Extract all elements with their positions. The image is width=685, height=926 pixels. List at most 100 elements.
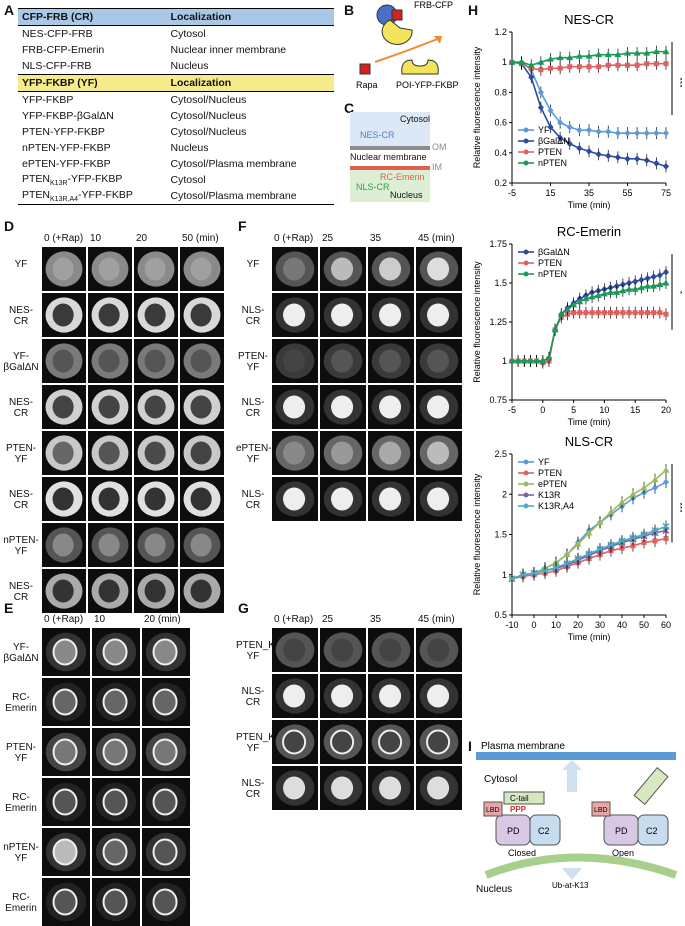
row-label: RC- Emerin <box>5 792 37 814</box>
table-row: YFP-FKBP-βGalΔN Cytosol/Nucleus <box>18 108 334 124</box>
cell-nucleus <box>427 638 450 662</box>
cell-nucleus <box>144 533 166 557</box>
y-tick-label: 1 <box>502 570 507 580</box>
cell-nucleus <box>283 684 306 708</box>
cell-image <box>323 297 363 333</box>
cell-image <box>137 251 175 287</box>
micrograph-cell <box>320 477 366 521</box>
micrograph-cell <box>272 339 318 383</box>
y-tick-label: 1.5 <box>494 530 507 540</box>
y-tick-label: 0.8 <box>494 87 507 97</box>
data-point <box>631 285 639 292</box>
micrograph-cell <box>180 385 224 429</box>
cell-nucleus <box>331 638 354 662</box>
cell-image <box>323 481 363 517</box>
column-time-label: 25 <box>322 614 334 625</box>
legend-marker <box>523 160 529 166</box>
cell-image <box>145 682 187 722</box>
panel-label-g: G <box>238 600 249 616</box>
cell-nucleus <box>379 395 402 419</box>
data-point <box>566 140 573 148</box>
lbd-label: LBD <box>594 807 608 814</box>
table-cell: FRB-CFP-Emerin <box>22 44 105 56</box>
y-tick-label: 2 <box>502 489 507 499</box>
chart-title: RC-Emerin <box>557 224 621 239</box>
data-point <box>595 128 602 136</box>
arrow-shape <box>374 37 441 63</box>
cell-nucleus <box>282 729 307 755</box>
table-cell: YFP-FKBP <box>22 94 74 106</box>
row-label: nPTEN- YF <box>3 842 39 864</box>
om-label: OM <box>432 142 447 152</box>
data-point <box>650 273 657 281</box>
table-cell-text: -YFP-FKBP <box>78 189 133 202</box>
im-line <box>350 166 430 170</box>
cell-nucleus <box>379 257 402 281</box>
data-point <box>566 123 573 131</box>
micrograph-cell <box>42 569 86 613</box>
micrograph-cell <box>320 766 366 810</box>
data-point <box>624 129 631 137</box>
micrograph-cell <box>142 678 190 726</box>
data-point <box>656 281 664 288</box>
data-point <box>585 52 593 59</box>
data-point <box>630 543 636 549</box>
data-point <box>557 310 565 317</box>
data-point <box>533 357 541 364</box>
cell-image <box>183 389 221 425</box>
cell-nucleus <box>144 257 166 281</box>
data-point <box>651 476 659 483</box>
table-row: nPTEN-YFP-FKBP Nucleus <box>18 140 334 156</box>
cell-nucleus <box>190 395 212 419</box>
legend-marker <box>523 138 529 144</box>
micrograph-cell <box>180 569 224 613</box>
table-row: PTEN-YFP-FKBP Cytosol/Nucleus <box>18 124 334 140</box>
micrograph-cell <box>320 293 366 337</box>
cell-image <box>45 251 83 287</box>
cell-nucleus <box>152 888 178 916</box>
cell-nucleus <box>102 688 128 716</box>
cell-image <box>183 435 221 471</box>
data-point <box>541 567 549 575</box>
cell-image <box>323 343 363 379</box>
data-point <box>552 563 560 572</box>
micrograph-cell <box>88 293 132 337</box>
table-row: NLS-CFP-FRB Nucleus <box>18 58 334 75</box>
table-cell: NLS-CFP-FRB <box>22 60 92 72</box>
row-label: NES- CR <box>9 489 33 511</box>
column-time-label: 0 (+Rap) <box>274 614 314 625</box>
data-point <box>567 64 573 70</box>
legend-marker <box>523 492 529 498</box>
table-cell: Nucleus <box>170 60 209 72</box>
cell-image <box>45 435 83 471</box>
cell-image <box>275 724 315 760</box>
cytosol-label: Cytosol <box>484 774 517 785</box>
pd-label: PD <box>615 826 628 836</box>
micrograph-cell <box>180 247 224 291</box>
row-label: YF <box>14 259 28 270</box>
x-tick-label: 0 <box>540 405 545 415</box>
cell-image <box>183 343 221 379</box>
c2-label: C2 <box>646 826 658 836</box>
significance-annotation: * <box>675 291 682 295</box>
x-tick-label: 15 <box>630 405 640 415</box>
micrograph-cell <box>368 339 414 383</box>
x-tick-label: 30 <box>595 620 605 630</box>
data-point <box>663 536 669 542</box>
cell-nucleus <box>190 349 212 373</box>
cell-image <box>275 435 315 471</box>
table-row: ePTEN-YFP-FKBP Cytosol/Plasma membrane <box>18 156 334 172</box>
cell-image <box>419 435 459 471</box>
data-point <box>644 61 650 67</box>
micrograph-cell <box>88 339 132 383</box>
closed-lbd-box <box>483 801 503 817</box>
data-point <box>634 155 641 163</box>
y-axis-label: Relative fluorescence intensity <box>472 46 482 168</box>
cell-nucleus <box>283 303 306 327</box>
data-point <box>538 67 544 73</box>
panel-label-h: H <box>468 2 479 18</box>
up-arrow-shaft <box>567 768 577 792</box>
table-row: PTENK13R,A4-YFP-FKBP Cytosol/Plasma memb… <box>18 188 334 205</box>
cell-image <box>371 389 411 425</box>
cell-image <box>137 297 175 333</box>
